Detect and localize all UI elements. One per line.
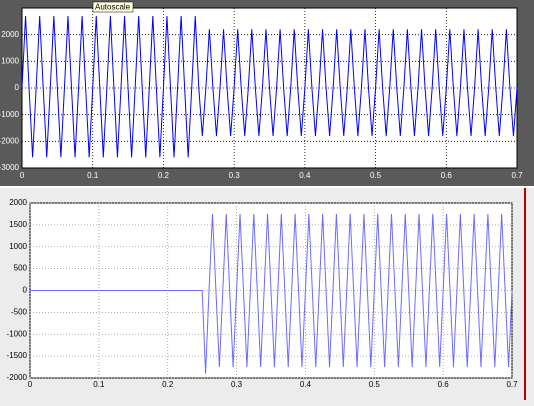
x-tick-label: 0.5 — [369, 380, 381, 389]
annotation-box — [92, 1, 134, 13]
y-tick-label: 2000 — [1, 30, 19, 39]
y-tick-label: 0 — [15, 83, 20, 92]
y-tick-label: 500 — [14, 264, 28, 273]
x-tick-label: 0.1 — [87, 171, 99, 180]
x-tick-label: 0 — [20, 171, 25, 180]
y-tick-label: -2000 — [7, 373, 28, 382]
x-tick-label: 0.2 — [158, 171, 170, 180]
y-tick-label: 1500 — [9, 220, 27, 229]
signal-line — [21, 15, 518, 158]
signal-line — [30, 213, 513, 374]
x-tick-label: 0.7 — [506, 380, 518, 389]
x-tick-label: 0.4 — [300, 380, 312, 389]
y-tick-label: -1000 — [7, 329, 28, 338]
y-tick-label: -1500 — [7, 351, 28, 360]
y-tick-label: 1000 — [1, 56, 19, 65]
x-tick-label: 0.5 — [370, 171, 382, 180]
x-tick-label: 0.2 — [162, 380, 174, 389]
y-tick-label: -500 — [11, 307, 28, 316]
y-tick-label: 0 — [23, 286, 28, 295]
y-tick-label: 1000 — [9, 242, 27, 251]
y-tick-label: -1000 — [0, 110, 20, 119]
x-tick-label: 0 — [28, 380, 33, 389]
y-tick-label: -3000 — [0, 163, 20, 172]
y-tick-label: 2000 — [9, 198, 27, 207]
x-tick-label: 0.3 — [231, 380, 243, 389]
x-tick-label: 0.7 — [511, 171, 523, 180]
x-tick-label: 0.6 — [441, 171, 453, 180]
y-tick-label: -2000 — [0, 136, 20, 145]
x-tick-label: 0.6 — [438, 380, 450, 389]
annotation: Autoscale — [95, 3, 131, 12]
x-tick-label: 0.4 — [299, 171, 311, 180]
x-tick-label: 0.3 — [229, 171, 241, 180]
x-tick-label: 0.1 — [93, 380, 105, 389]
